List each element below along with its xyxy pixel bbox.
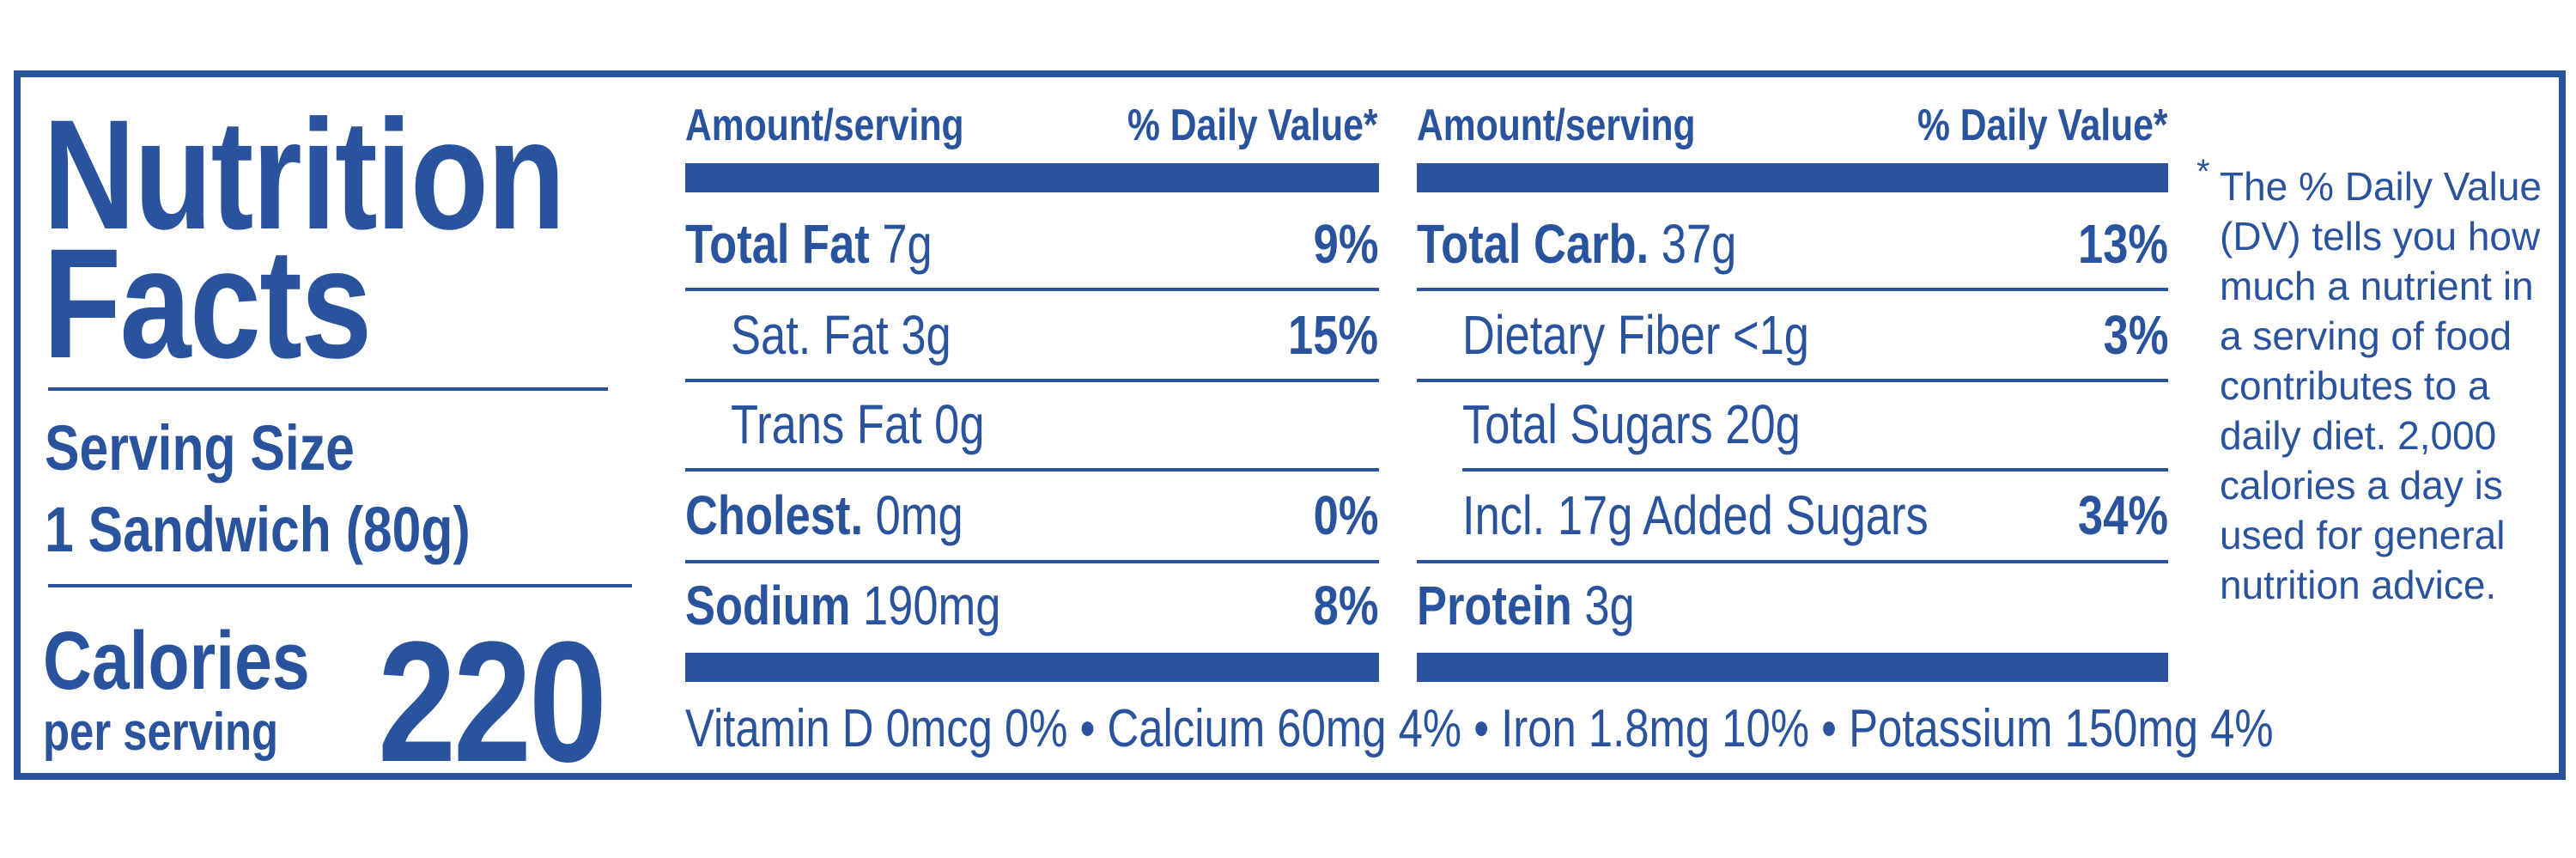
col-header-dv: % Daily Value*: [1127, 100, 1378, 150]
divider: [48, 584, 632, 587]
thin-rule: [1417, 560, 2168, 563]
dv-total-carb: 13%: [2077, 213, 2168, 275]
calories-value: 220: [378, 606, 607, 798]
thin-rule: [685, 468, 1379, 472]
dv-sat-fat: 15%: [1287, 304, 1378, 366]
title-facts: Facts: [43, 216, 372, 391]
divider: [48, 387, 608, 391]
row-trans-fat: Trans Fat 0g: [731, 393, 985, 455]
title-nutrition: Nutrition: [43, 87, 566, 262]
footnote-asterisk: *: [2196, 153, 2210, 191]
calories-label: Calories: [43, 615, 310, 707]
thin-rule: [1462, 468, 2168, 472]
row-dietary-fiber: Dietary Fiber <1g: [1462, 304, 1809, 366]
row-sodium: Sodium 190mg: [685, 575, 1001, 636]
daily-value-footnote: The % Daily Value (DV) tells you how muc…: [2220, 164, 2542, 607]
thin-rule: [685, 288, 1379, 291]
row-sat-fat: Sat. Fat 3g: [731, 304, 951, 366]
thick-rule: [685, 653, 1379, 682]
nutrition-label-frame: [14, 70, 2566, 780]
serving-size-label: Serving Size: [45, 412, 355, 484]
dv-dietary-fiber: 3%: [2103, 304, 2168, 366]
row-total-carb: Total Carb. 37g: [1417, 213, 1737, 275]
dv-added-sugars: 34%: [2077, 484, 2168, 546]
thick-rule: [685, 163, 1379, 192]
row-cholesterol: Cholest. 0mg: [685, 484, 963, 546]
row-added-sugars: Incl. 17g Added Sugars: [1462, 484, 1929, 546]
row-total-sugars: Total Sugars 20g: [1462, 393, 1801, 455]
thin-rule: [685, 560, 1379, 563]
dv-sodium: 8%: [1313, 575, 1378, 636]
thin-rule: [1417, 379, 2168, 382]
row-protein: Protein 3g: [1417, 575, 1635, 636]
vitamins-minerals-line: Vitamin D 0mcg 0% • Calcium 60mg 4% • Ir…: [685, 699, 2274, 758]
dv-total-fat: 9%: [1313, 213, 1378, 275]
thin-rule: [685, 379, 1379, 382]
calories-per-serving: per serving: [43, 703, 279, 762]
serving-size-value: 1 Sandwich (80g): [45, 494, 471, 565]
row-total-fat: Total Fat 7g: [685, 213, 933, 275]
thick-rule: [1417, 163, 2168, 192]
dv-cholesterol: 0%: [1313, 484, 1378, 546]
thin-rule: [1417, 288, 2168, 291]
col-header-amount-right: Amount/serving: [1417, 100, 1696, 150]
col-header-amount: Amount/serving: [685, 100, 964, 150]
thick-rule: [1417, 653, 2168, 682]
col-header-dv-right: % Daily Value*: [1917, 100, 2168, 150]
